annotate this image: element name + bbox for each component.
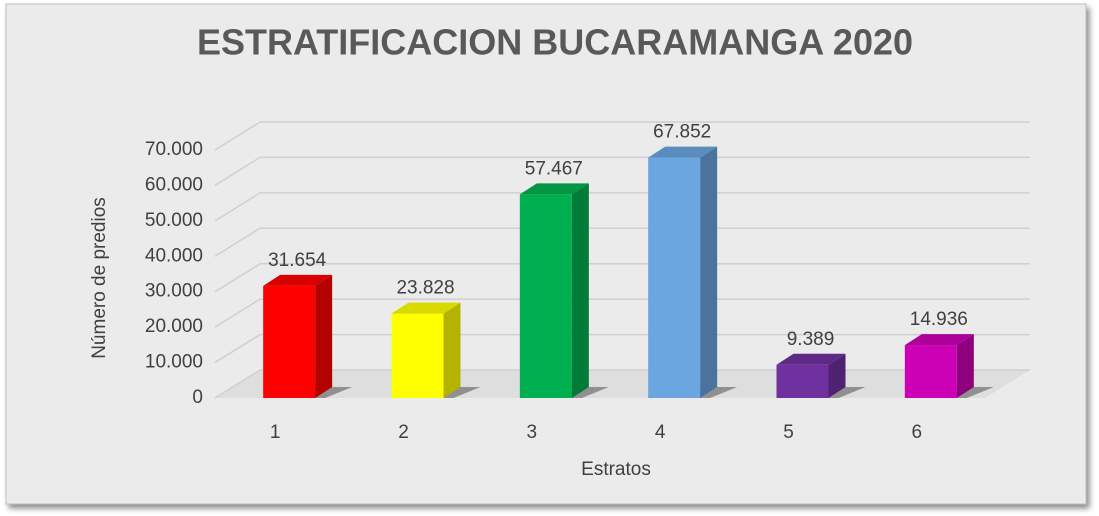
bar-side xyxy=(315,274,333,398)
bar-side xyxy=(571,183,589,398)
bar-front xyxy=(519,194,572,398)
data-label: 31.654 xyxy=(268,250,327,271)
bar xyxy=(904,334,994,398)
bar-front xyxy=(904,345,957,398)
bar xyxy=(648,146,738,398)
grid-line xyxy=(214,262,1030,293)
data-label: 67.852 xyxy=(653,122,711,143)
y-tick-label: 30.000 xyxy=(145,281,203,302)
bar-top xyxy=(263,274,333,286)
bar-side xyxy=(443,302,461,398)
bar-front xyxy=(776,364,829,398)
grid-line xyxy=(214,192,1030,222)
grid-line xyxy=(214,156,1030,187)
bar xyxy=(776,353,866,398)
grid-line xyxy=(214,369,1030,399)
bar-top xyxy=(776,353,846,365)
bar-top xyxy=(391,302,461,314)
y-tick-label: 40.000 xyxy=(145,245,203,266)
data-label: 23.828 xyxy=(396,278,454,299)
x-axis-label: Estratos xyxy=(581,459,651,480)
x-tick-label: 5 xyxy=(783,422,794,443)
y-tick-label: 70.000 xyxy=(145,139,203,160)
bar xyxy=(519,183,609,398)
bar xyxy=(263,274,353,398)
data-label: 14.936 xyxy=(910,309,968,330)
x-tick-label: 2 xyxy=(398,422,409,443)
y-tick-label: 50.000 xyxy=(145,210,203,231)
y-tick-label: 60.000 xyxy=(145,174,203,195)
data-label: 57.467 xyxy=(525,158,583,179)
grid-line xyxy=(214,121,1030,151)
data-label: 9.389 xyxy=(787,329,835,350)
y-tick-label: 20.000 xyxy=(145,316,203,337)
bar-top xyxy=(648,146,718,158)
x-tick-label: 1 xyxy=(270,422,281,443)
bar-side xyxy=(828,353,846,398)
grid-line xyxy=(214,227,1030,257)
grid-line xyxy=(214,333,1030,364)
bar-front xyxy=(391,313,444,398)
chart-title: ESTRATIFICACION BUCARAMANGA 2020 xyxy=(197,22,913,63)
bar-front xyxy=(263,285,316,398)
bar-side xyxy=(956,334,974,398)
y-axis-label: Número de predios xyxy=(89,197,110,359)
bar-top xyxy=(519,183,589,195)
bar-front xyxy=(648,157,701,398)
bar-side xyxy=(700,146,718,398)
y-tick-label: 0 xyxy=(192,387,203,408)
bar-top xyxy=(904,334,974,346)
bar xyxy=(391,302,481,398)
x-tick-label: 3 xyxy=(527,422,538,443)
y-tick-label: 10.000 xyxy=(145,352,203,373)
x-tick-label: 4 xyxy=(655,422,666,443)
x-tick-label: 6 xyxy=(912,422,923,443)
grid-line xyxy=(214,298,1030,328)
